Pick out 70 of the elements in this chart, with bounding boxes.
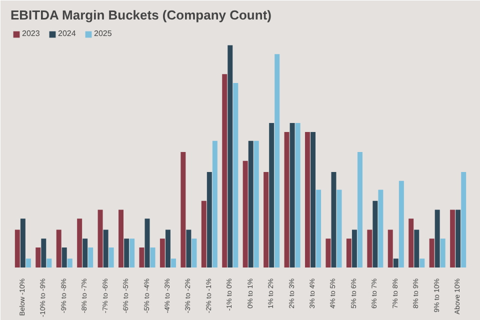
- bar: [388, 230, 393, 268]
- bar: [201, 200, 206, 268]
- bar: [305, 132, 310, 268]
- bar: [367, 230, 372, 268]
- bar: [222, 74, 228, 268]
- bar: [165, 230, 170, 268]
- bar: [461, 172, 466, 268]
- bar: [62, 248, 67, 268]
- bar: [82, 238, 88, 268]
- bar: [67, 258, 72, 268]
- bar: [310, 132, 316, 268]
- bar: [264, 172, 269, 268]
- bar: [295, 123, 300, 268]
- bar: [346, 238, 352, 268]
- bar: [228, 45, 233, 268]
- bar: [269, 123, 274, 268]
- bar: [398, 180, 404, 268]
- bar: [88, 248, 94, 268]
- bar: [316, 190, 322, 268]
- bar: [414, 230, 420, 268]
- bar: [36, 248, 41, 268]
- bar: [150, 248, 156, 268]
- bar: [440, 238, 446, 268]
- bar: [212, 140, 218, 268]
- bar: [46, 258, 52, 268]
- bar: [192, 238, 197, 268]
- bar: [434, 210, 440, 268]
- bar: [284, 132, 290, 268]
- bar: [108, 248, 114, 268]
- bar: [130, 238, 135, 268]
- bar: [372, 200, 378, 268]
- bar: [98, 210, 103, 268]
- legend-label: 2024: [58, 29, 77, 38]
- bar: [118, 210, 124, 268]
- bar: [358, 152, 362, 268]
- bar: [326, 238, 331, 268]
- bar: [274, 54, 280, 268]
- bar: [186, 230, 192, 268]
- bar: [331, 172, 336, 268]
- bar: [378, 190, 384, 268]
- bar: [20, 218, 26, 268]
- bar: [352, 230, 357, 268]
- bar: [254, 140, 259, 268]
- bar: [139, 248, 144, 268]
- bar: [14, 230, 20, 268]
- bar: [180, 152, 186, 268]
- bar: [41, 238, 46, 268]
- bar: [160, 238, 165, 268]
- bar: [124, 238, 130, 268]
- bar: [429, 238, 434, 268]
- bar: [248, 140, 254, 268]
- bar: [233, 83, 238, 268]
- bar: [56, 230, 62, 268]
- legend-label: 2023: [22, 29, 41, 38]
- bar: [206, 172, 212, 268]
- bar: [408, 218, 414, 268]
- bar: [144, 218, 150, 268]
- bar: [420, 258, 425, 268]
- bar: [242, 160, 248, 268]
- bar: [171, 258, 176, 268]
- bar: [450, 210, 456, 268]
- bar: [393, 258, 398, 268]
- legend-label: 2025: [94, 29, 113, 38]
- bar: [77, 218, 82, 268]
- bar: [103, 230, 108, 268]
- bar: [336, 190, 342, 268]
- bar: [456, 210, 461, 268]
- bar: [26, 258, 31, 268]
- bar: [290, 123, 295, 268]
- chart-title: EBITDA Margin Buckets (Company Count): [10, 8, 272, 22]
